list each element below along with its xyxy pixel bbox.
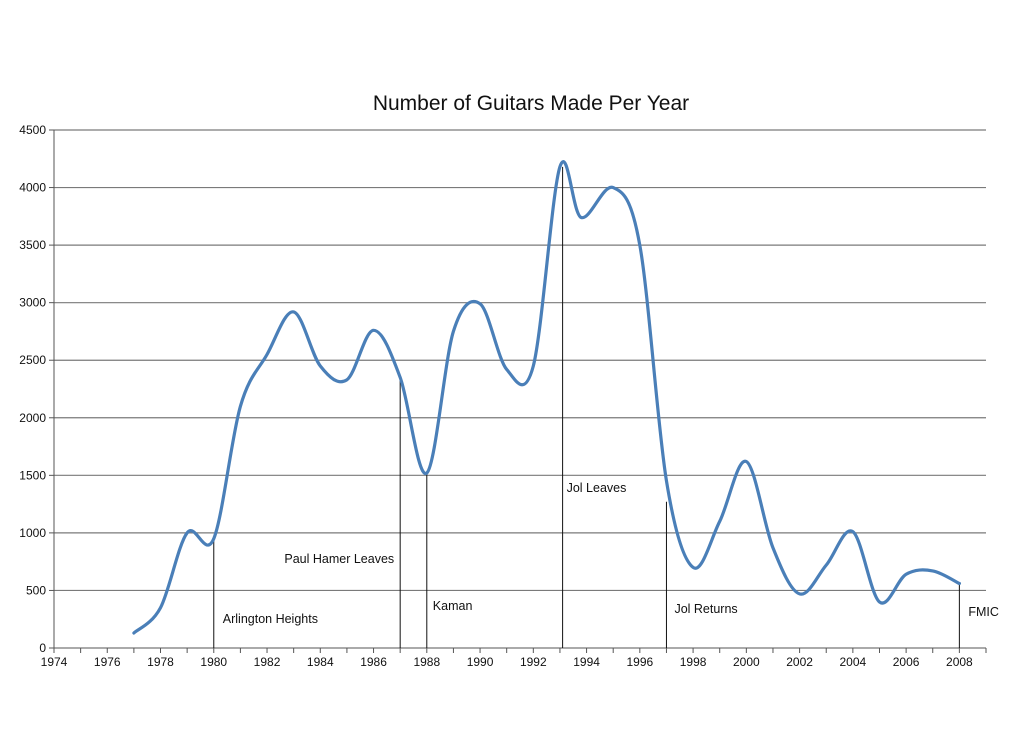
x-tick-label: 2008	[946, 655, 973, 669]
x-tick-label: 1994	[573, 655, 600, 669]
x-tick-label: 1982	[254, 655, 281, 669]
y-tick-label: 2000	[19, 411, 46, 425]
x-tick-label: 1992	[520, 655, 547, 669]
grid	[54, 129, 986, 592]
series	[132, 160, 961, 635]
x-tick-label: 1998	[680, 655, 707, 669]
x-tick-label: 1986	[360, 655, 387, 669]
annotation-label: FMIC	[968, 605, 999, 619]
x-tick-label: 1978	[147, 655, 174, 669]
y-tick-label: 2500	[19, 353, 46, 367]
x-tick-label: 1990	[467, 655, 494, 669]
x-tick-label: 1974	[41, 655, 68, 669]
x-tick-label: 1988	[413, 655, 440, 669]
x-tick-label: 1996	[626, 655, 653, 669]
annotation-label: Jol Returns	[674, 602, 737, 616]
y-tick-label: 3000	[19, 296, 46, 310]
y-tick-label: 1000	[19, 526, 46, 540]
x-tick-label: 2000	[733, 655, 760, 669]
axes: 0 500 1000 1500 2000 2500 3000 3500 4000 4500 1974…	[19, 123, 987, 669]
annotations: Arlington Heights Paul Hamer Leaves Kaman J…	[213, 166, 999, 648]
y-tick-label: 3500	[19, 238, 46, 252]
y-tick-label: 1500	[19, 468, 46, 482]
x-tick-label: 1980	[200, 655, 227, 669]
y-tick-label: 500	[26, 583, 46, 597]
x-tick-label: 1976	[94, 655, 121, 669]
annotation-label: Arlington Heights	[223, 612, 318, 626]
x-tick-label: 2006	[893, 655, 920, 669]
annotation-label: Paul Hamer Leaves	[284, 552, 394, 566]
chart-title: Number of Guitars Made Per Year	[373, 92, 689, 115]
x-tick-label: 2002	[786, 655, 813, 669]
annotation-label: Jol Leaves	[567, 481, 627, 495]
x-tick-label: 2004	[840, 655, 867, 669]
annotation-label: Kaman	[433, 599, 473, 613]
x-tick-label: 1984	[307, 655, 334, 669]
series-line-guitars-per-year	[132, 160, 961, 635]
y-tick-label: 4500	[19, 123, 46, 137]
y-tick-label: 0	[39, 641, 46, 655]
y-tick-label: 4000	[19, 181, 46, 195]
